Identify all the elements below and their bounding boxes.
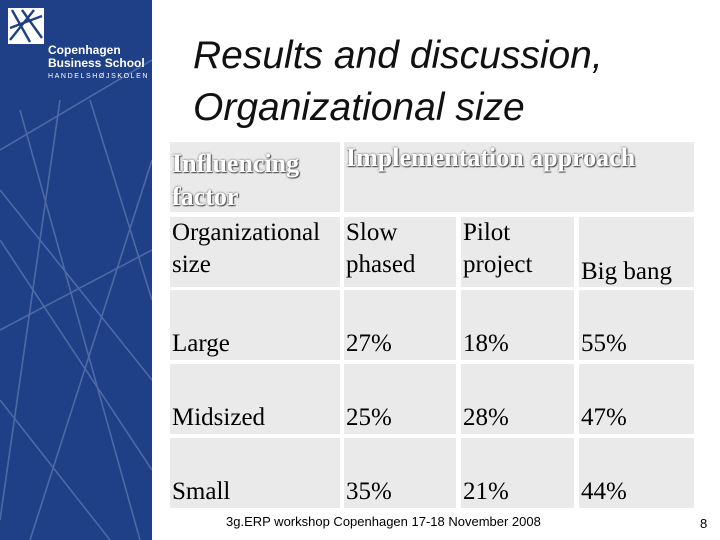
page-number: 8	[700, 516, 708, 531]
header-influencing-factor: Influencing factor	[170, 142, 340, 212]
row-small-bigbang: 44%	[579, 438, 694, 508]
row-small-size: Small	[170, 438, 340, 508]
subheader-pilot-project: Pilot project	[461, 217, 574, 287]
subheader-big-bang-text: Big bang	[581, 258, 672, 285]
slide-title-line1: Results and discussion,	[193, 34, 603, 77]
row-midsized-pilot: 28%	[461, 364, 574, 434]
row-small-slow: 35%	[344, 438, 456, 508]
header-influencing-factor-text: Influencing factor	[172, 149, 300, 211]
header-implementation-approach: Implementation approach	[344, 142, 694, 212]
logo-icon	[8, 8, 44, 44]
sidebar-decoration	[0, 59, 152, 540]
sidebar: Copenhagen Business School HANDELSHØJSKO…	[0, 0, 152, 540]
row-midsized-slow: 25%	[344, 364, 456, 434]
header-implementation-approach-text: Implementation approach	[346, 143, 636, 172]
slide-title-line2: Organizational size	[193, 86, 525, 129]
logo-name-line1: Copenhagen	[48, 43, 121, 57]
row-midsized-bigbang: 47%	[579, 364, 694, 434]
row-small-pilot: 21%	[461, 438, 574, 508]
row-large-bigbang: 55%	[579, 290, 694, 360]
slide-title: Results and discussion, Organizational s…	[193, 30, 703, 134]
subheader-big-bang: Big bang	[579, 217, 694, 287]
row-midsized-size: Midsized	[170, 364, 340, 434]
footer-text: 3g.ERP workshop Copenhagen 17-18 Novembe…	[226, 514, 541, 529]
subheader-organizational-size: Organizational size	[170, 217, 340, 287]
row-large-size: Large	[170, 290, 340, 360]
logo-name-line3: HANDELSHØJSKOLEN	[48, 73, 150, 80]
row-large-slow: 27%	[344, 290, 456, 360]
subheader-slow-phased: Slow phased	[344, 217, 456, 287]
logo-name-line2: Business School	[48, 56, 145, 70]
row-large-pilot: 18%	[461, 290, 574, 360]
